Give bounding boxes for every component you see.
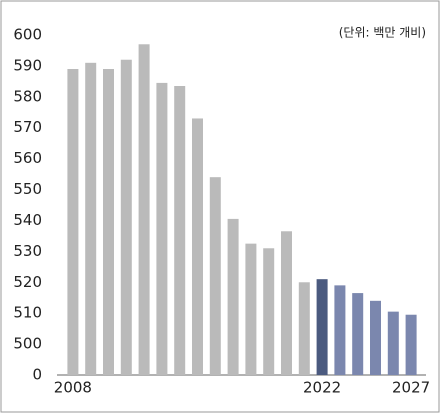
y-tick-label: 530 (13, 242, 42, 260)
y-tick-label: 0 (32, 366, 42, 384)
bar (138, 44, 150, 375)
y-tick-label: 550 (13, 180, 42, 198)
bar (352, 293, 364, 375)
bar (227, 218, 239, 375)
bar (85, 62, 97, 376)
bar (245, 243, 257, 375)
y-tick-label: 560 (13, 149, 42, 167)
bar (67, 69, 79, 375)
bar (103, 69, 114, 375)
y-tick-label: 590 (13, 56, 42, 74)
bar (263, 248, 275, 375)
bar (120, 59, 132, 376)
bar (156, 82, 168, 375)
bar (316, 279, 328, 375)
x-tick-label: 2022 (303, 379, 341, 397)
y-tick-label: 540 (13, 211, 42, 229)
bar (387, 311, 399, 375)
bar (405, 314, 417, 375)
bar (174, 86, 186, 375)
bar (192, 118, 203, 376)
y-tick-label: 520 (13, 273, 42, 291)
y-tick-label: 580 (13, 87, 42, 105)
y-tick-label: 570 (13, 118, 42, 136)
x-tick-label: 2027 (392, 379, 430, 397)
y-tick-label: 510 (13, 304, 42, 322)
bar (281, 231, 292, 375)
bar (370, 300, 381, 375)
bar (334, 285, 346, 375)
unit-label: (단위: 백만 개비) (339, 26, 426, 40)
y-tick-label: 500 (13, 335, 42, 353)
bar (298, 282, 310, 375)
x-tick-label: 2008 (54, 379, 92, 397)
bar (209, 177, 221, 375)
y-tick-label: 600 (13, 26, 42, 44)
